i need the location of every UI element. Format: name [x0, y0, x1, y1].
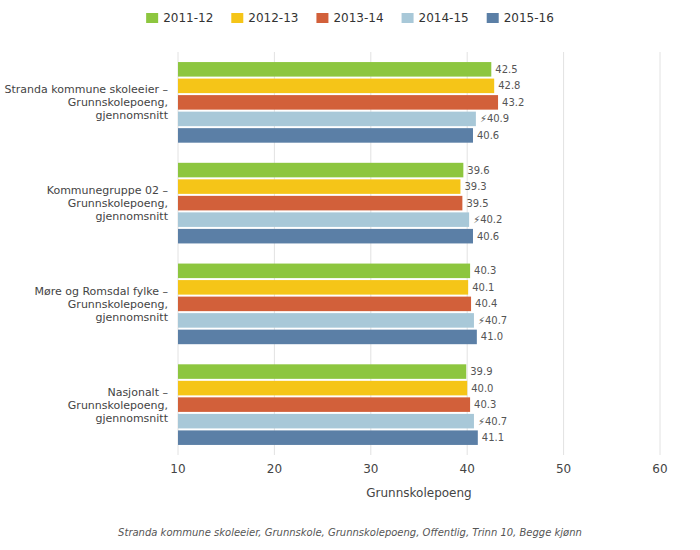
legend-swatch	[146, 13, 158, 23]
data-label: 39.6	[467, 165, 489, 176]
category-label: Stranda kommune skoleeier –Grunnskolepoe…	[5, 83, 169, 122]
tick-label: 60	[652, 462, 667, 476]
legend-swatch	[402, 13, 414, 23]
x-axis: 10 20 30 40 50 60	[170, 462, 667, 476]
tick-label: 10	[170, 462, 185, 476]
grid-line	[660, 52, 661, 455]
data-label: 42.8	[498, 80, 520, 91]
legend-swatch	[316, 13, 328, 23]
data-label: 43.2	[502, 97, 524, 108]
bar	[178, 264, 470, 279]
bar	[178, 128, 473, 143]
axis-label: Grunnskolepoeng	[366, 486, 471, 500]
bar	[178, 364, 466, 379]
category-label: Kommunegruppe 02 –Grunnskolepoeng,gjenno…	[47, 184, 169, 223]
category-label: Nasjonalt –Grunnskolepoeng,gjennomsnitt	[68, 386, 169, 425]
legend-label: 2013-14	[333, 11, 383, 25]
legend-item: 2015-16	[487, 11, 554, 25]
data-label: 40.3	[474, 399, 496, 410]
legend-label: 2012-13	[248, 11, 298, 25]
legend-item: 2014-15	[402, 11, 469, 25]
data-label: 42.5	[495, 64, 517, 75]
category-label-line: Møre og Romsdal fylke –	[34, 285, 168, 298]
bar	[178, 313, 474, 328]
category-label-line: Grunnskolepoeng,	[68, 197, 168, 210]
bar	[178, 414, 474, 429]
data-label: 40.3	[474, 265, 496, 276]
y-axis: Stranda kommune skoleeier –Grunnskolepoe…	[5, 83, 169, 424]
data-label: 39.5	[466, 198, 488, 209]
bars	[178, 62, 498, 445]
data-label: 41.0	[481, 331, 503, 342]
bar	[178, 95, 498, 110]
legend: 2011-12 2012-13 2013-14 2014-15 2015-16	[146, 11, 554, 25]
bar	[178, 163, 463, 178]
tick-label: 30	[363, 462, 378, 476]
category-label: Møre og Romsdal fylke –Grunnskolepoeng,g…	[34, 285, 168, 324]
data-label: ⚡40.2	[473, 214, 502, 225]
legend-label: 2015-16	[504, 11, 554, 25]
data-label: ⚡40.9	[480, 113, 509, 124]
category-label-line: Kommunegruppe 02 –	[47, 184, 168, 197]
bar	[178, 212, 469, 227]
category-label-line: gjennomsnitt	[95, 210, 168, 223]
data-label: 40.0	[471, 383, 493, 394]
footnote: Stranda kommune skoleeier, Grunnskole, G…	[118, 527, 582, 538]
legend-item: 2012-13	[231, 11, 298, 25]
data-label: 40.1	[472, 282, 494, 293]
bar	[178, 330, 477, 345]
bar	[178, 381, 467, 396]
grid-line	[563, 52, 564, 455]
bar	[178, 229, 473, 244]
data-label: 39.3	[464, 181, 486, 192]
legend-swatch	[487, 13, 499, 23]
tick-label: 20	[267, 462, 282, 476]
category-label-line: Grunnskolepoeng,	[68, 399, 168, 412]
bar	[178, 297, 471, 312]
tick-label: 40	[460, 462, 475, 476]
data-label: ⚡40.7	[478, 315, 507, 326]
data-label: ⚡40.7	[478, 416, 507, 427]
data-labels: 42.5 42.8 43.2 ⚡40.9 40.6 39.6 39.3 39.5 ⚡40.2 40…	[464, 64, 524, 443]
tick-label: 50	[556, 462, 571, 476]
data-label: 41.1	[482, 432, 504, 443]
bar	[178, 62, 491, 77]
data-label: 39.9	[470, 366, 492, 377]
chart: 10 20 30 40 50 60 Grunnskolepoeng 42.5 42.8 43.2 ⚡…	[0, 0, 700, 550]
legend-label: 2011-12	[163, 11, 213, 25]
category-label-line: gjennomsnitt	[95, 311, 168, 324]
legend-item: 2011-12	[146, 11, 213, 25]
category-label-line: Stranda kommune skoleeier –	[5, 83, 168, 96]
bar	[178, 397, 470, 412]
data-label: 40.6	[477, 231, 499, 242]
bar	[178, 430, 478, 445]
legend-label: 2014-15	[419, 11, 469, 25]
bar	[178, 179, 460, 194]
category-label-line: gjennomsnitt	[95, 412, 168, 425]
legend-swatch	[231, 13, 243, 23]
category-label-line: Grunnskolepoeng,	[68, 96, 168, 109]
data-label: 40.6	[477, 130, 499, 141]
bar	[178, 196, 462, 211]
category-label-line: gjennomsnitt	[95, 109, 168, 122]
bar	[178, 280, 468, 295]
bar	[178, 79, 494, 94]
grid	[178, 52, 660, 455]
legend-item: 2013-14	[316, 11, 383, 25]
category-label-line: Nasjonalt –	[107, 386, 168, 399]
bar	[178, 112, 476, 127]
category-label-line: Grunnskolepoeng,	[68, 298, 168, 311]
data-label: 40.4	[475, 298, 497, 309]
